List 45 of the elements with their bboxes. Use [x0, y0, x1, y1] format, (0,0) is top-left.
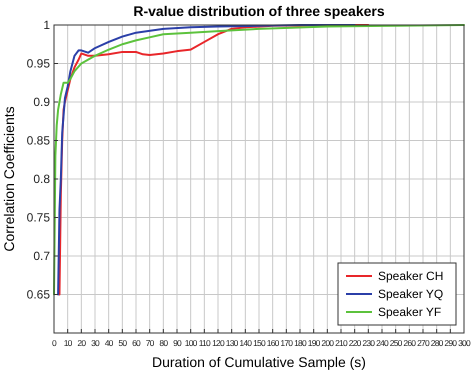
- x-tick-label: 110: [198, 338, 211, 348]
- x-tick-label: 40: [104, 338, 114, 348]
- x-tick-label: 190: [308, 338, 321, 348]
- x-tick-label: 230: [362, 338, 376, 348]
- x-tick-label: 170: [280, 338, 294, 348]
- x-tick-label: 60: [132, 338, 141, 348]
- x-tick-label: 140: [239, 338, 252, 348]
- x-tick-label: 120: [212, 338, 225, 348]
- x-tick-label: 290: [444, 338, 458, 348]
- y-tick-label: 0.7: [33, 249, 50, 263]
- legend-label: Speaker CH: [378, 269, 444, 283]
- x-tick-label: 0: [52, 338, 58, 348]
- x-tick-label: 240: [376, 338, 389, 348]
- x-tick-label: 160: [266, 338, 280, 348]
- chart-title: R-value distribution of three speakers: [133, 3, 385, 19]
- x-tick-label: 30: [91, 338, 100, 348]
- x-tick-label: 200: [321, 338, 334, 348]
- x-tick-label: 70: [146, 338, 155, 348]
- y-tick-label: 1: [43, 18, 50, 32]
- x-tick-label: 130: [226, 338, 239, 348]
- y-tick-label: 0.9: [33, 95, 50, 109]
- x-axis-title: Duration of Cumulative Sample (s): [152, 354, 366, 370]
- x-tick-label: 100: [184, 338, 198, 348]
- x-tick-label: 20: [77, 338, 86, 348]
- y-tick-label: 0.8: [33, 172, 50, 186]
- y-tick-label: 0.75: [26, 210, 50, 224]
- x-tick-label: 80: [159, 338, 168, 348]
- x-tick-label: 50: [118, 338, 128, 348]
- x-tick-label: 280: [430, 338, 444, 348]
- legend-label: Speaker YF: [378, 305, 442, 319]
- x-tick-label: 270: [417, 338, 430, 348]
- x-tick-label: 220: [348, 338, 362, 348]
- y-tick-label: 0.95: [26, 56, 50, 70]
- x-tick-label: 260: [403, 338, 416, 348]
- y-axis-title: Correlation Coefficients: [1, 106, 17, 252]
- x-tick-label: 10: [64, 338, 73, 348]
- x-tick-label: 180: [294, 338, 307, 348]
- legend-label: Speaker YQ: [378, 287, 444, 301]
- x-tick-label: 90: [173, 338, 182, 348]
- x-tick-label: 210: [335, 338, 348, 348]
- y-tick-label: 0.85: [26, 134, 50, 148]
- x-tick-label: 300: [458, 338, 471, 348]
- x-tick-label: 250: [390, 338, 403, 348]
- x-tick-label: 150: [253, 338, 266, 348]
- y-tick-label: 0.65: [26, 288, 50, 302]
